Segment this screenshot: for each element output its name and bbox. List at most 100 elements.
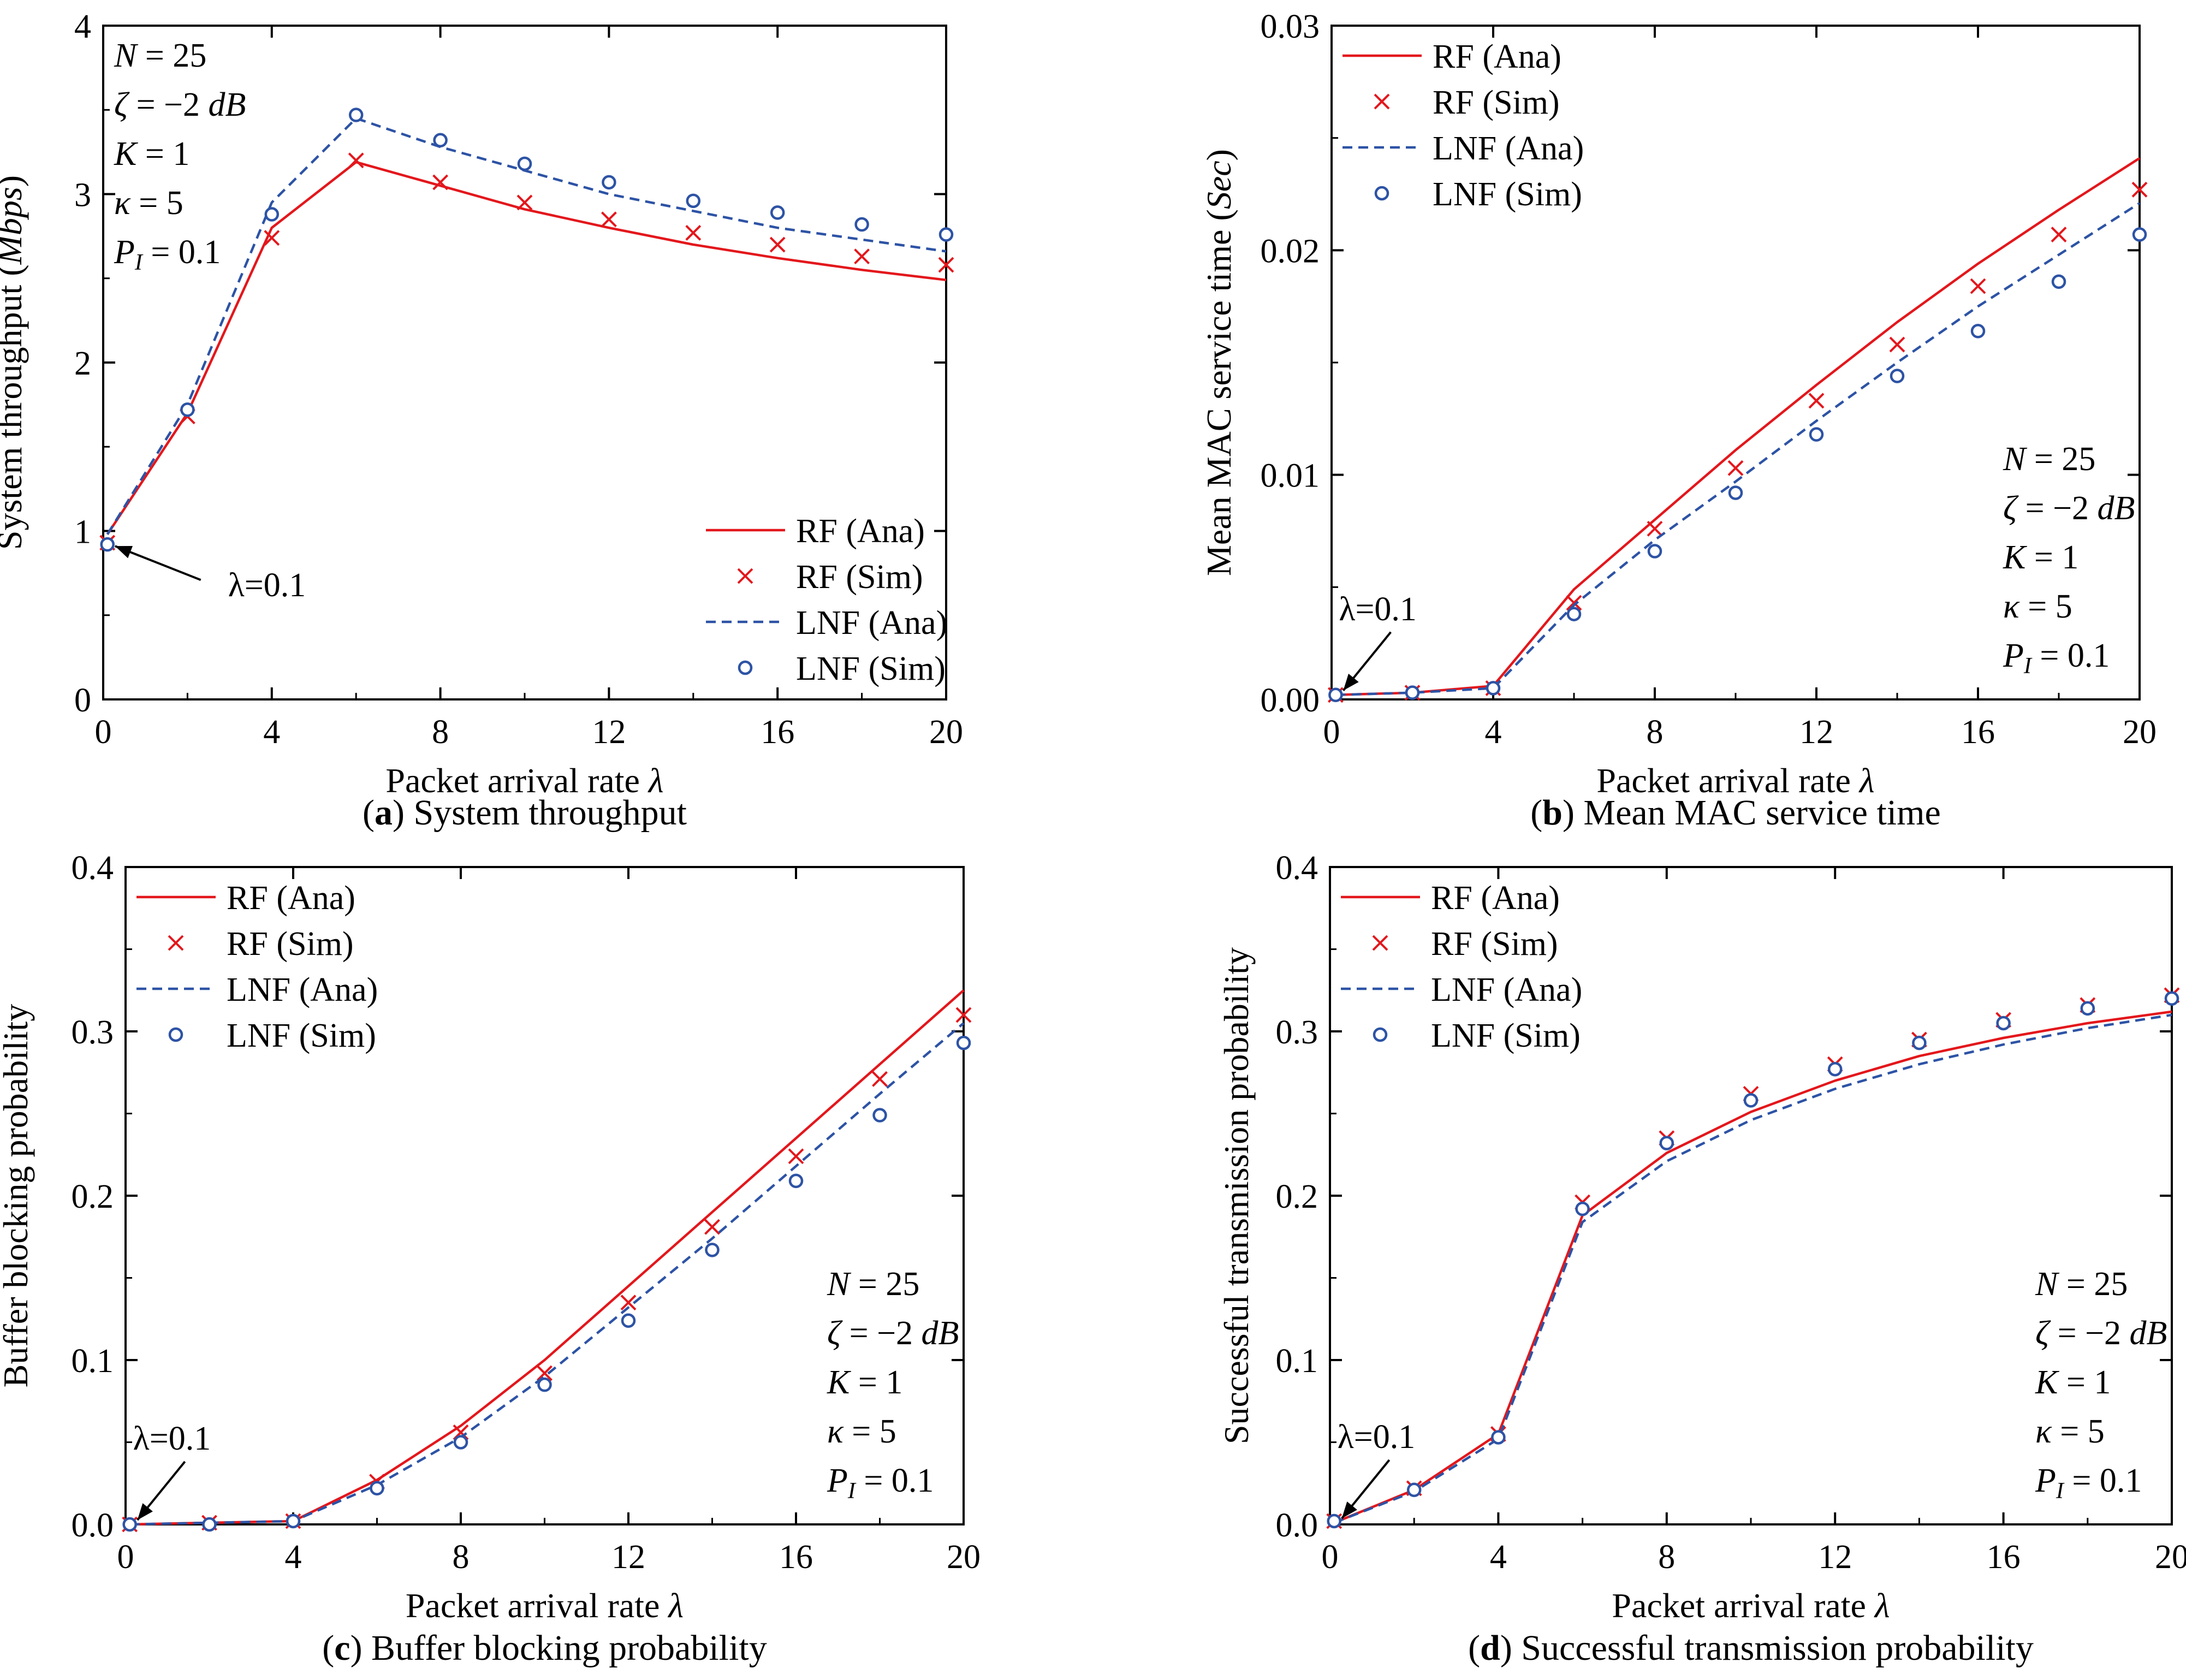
y-tick-label: 0.01 [1261, 458, 1320, 495]
x-tick-label: 16 [779, 1539, 813, 1576]
y-axis-label: Buffer blocking probability [0, 1004, 35, 1388]
y-axis-label: Successful transmission probability [1217, 947, 1256, 1444]
legend: RF (Ana) RF (Sim) LNF (Ana) LNF (Sim) [1343, 38, 1584, 213]
data-point [621, 1313, 636, 1328]
series-lnf-sim [1328, 227, 2147, 703]
arrow-head [137, 1503, 153, 1520]
legend-label: RF (Sim) [227, 925, 354, 963]
legend-marker [738, 660, 753, 675]
x-axis-label: Packet arrival rate λ [385, 761, 663, 800]
legend-label: LNF (Sim) [227, 1017, 376, 1054]
legend-label: RF (Sim) [1433, 84, 1560, 121]
data-point [264, 207, 280, 222]
parameter-block: N = 25 ζ = −2 dB K = 1 κ = 5 PI = 0.1 [114, 37, 246, 275]
legend-label: LNF (Ana) [1431, 971, 1582, 1008]
data-point [1327, 1513, 1341, 1529]
data-point [453, 1435, 468, 1450]
data-point [1486, 681, 1501, 696]
x-tick-label: 0 [1323, 714, 1340, 751]
series-rf-ana [106, 161, 947, 535]
y-tick-label: 0.1 [72, 1343, 114, 1380]
y-tick-label: 2 [74, 345, 91, 382]
y-tick-label: 0 [74, 682, 91, 719]
arrow-annotation: λ=0.1 [133, 1420, 211, 1521]
legend: RF (Ana) RF (Sim) LNF (Ana) LNF (Sim) [136, 880, 378, 1054]
legend-label: RF (Ana) [1431, 880, 1560, 917]
x-axis-label: Packet arrival rate λ [1612, 1586, 1890, 1625]
x-tick-label: 4 [1490, 1539, 1507, 1576]
parameter-text: K = 1 [114, 135, 189, 173]
data-point [1808, 393, 1825, 409]
y-tick-label: 3 [74, 177, 91, 214]
data-point [872, 1108, 887, 1123]
parameter-text: κ = 5 [2003, 588, 2072, 625]
parameter-text: PI = 0.1 [827, 1462, 934, 1504]
data-point [1647, 520, 1663, 537]
legend-label: LNF (Sim) [796, 650, 946, 687]
x-tick-label: 4 [263, 714, 280, 751]
data-point [1659, 1136, 1674, 1150]
data-point [1405, 685, 1420, 700]
data-point [686, 193, 701, 209]
data-point [2080, 1001, 2095, 1016]
y-tick-label: 0.4 [1276, 850, 1318, 887]
parameter-text: ζ = −2 dB [2003, 490, 2135, 527]
x-tick-label: 16 [1961, 714, 1995, 751]
data-point [1809, 427, 1824, 442]
caption: (d) Successful transmission probability [1468, 1628, 2034, 1668]
data-point [601, 211, 617, 228]
x-tick-label: 20 [2123, 714, 2157, 751]
legend-label: LNF (Sim) [1433, 176, 1582, 213]
data-point [537, 1377, 552, 1392]
parameter-text: κ = 5 [827, 1413, 896, 1450]
legend-label: RF (Sim) [796, 559, 923, 596]
y-tick-label: 0.0 [72, 1507, 114, 1544]
y-tick-label: 0.03 [1261, 8, 1320, 45]
y-tick-label: 0.2 [72, 1178, 114, 1215]
y-tick-label: 0.0 [1276, 1507, 1318, 1544]
series-lnf-ana [1333, 1013, 2172, 1524]
parameter-text: PI = 0.1 [2035, 1462, 2142, 1504]
panel-b: 0 4 8 12 16 20 0.00 0.01 0.02 0.03 Packet arrival … [1199, 8, 2157, 833]
legend-marker [1374, 186, 1389, 201]
x-axis-label: Packet arrival rate λ [406, 1586, 684, 1625]
data-point [1890, 369, 1905, 383]
data-point [433, 133, 448, 148]
y-tick-label: 0.1 [1276, 1343, 1318, 1380]
x-tick-label: 20 [929, 714, 963, 751]
parameter-text: N = 25 [827, 1266, 919, 1303]
data-point [872, 1071, 888, 1087]
data-point [956, 1035, 971, 1050]
arrow-label: λ=0.1 [133, 1420, 211, 1457]
x-tick-label: 4 [285, 1539, 302, 1576]
data-point [180, 402, 195, 417]
legend-marker [168, 935, 184, 951]
data-point [1970, 278, 1986, 294]
legend-label: LNF (Ana) [796, 604, 947, 642]
y-axis-label: Mean MAC service time (Sec) [1199, 149, 1238, 576]
x-tick-label: 12 [611, 1539, 645, 1576]
data-point [2164, 991, 2179, 1006]
panel-d: 0 4 8 12 16 20 0.0 0.1 0.2 0.3 0.4 Packet arrival r… [1217, 850, 2186, 1668]
data-point [348, 108, 364, 122]
parameter-text: ζ = −2 dB [827, 1315, 959, 1352]
parameter-text: κ = 5 [2035, 1413, 2105, 1450]
data-point [1491, 1430, 1506, 1445]
legend-marker [1374, 93, 1390, 110]
caption: (b) Mean MAC service time [1530, 793, 1941, 833]
data-point [1970, 324, 1986, 339]
y-tick-label: 1 [74, 514, 91, 551]
data-point [286, 1513, 301, 1529]
x-axis-label: Packet arrival rate λ [1596, 761, 1874, 800]
arrow-annotation: λ=0.1 [1339, 591, 1417, 692]
legend-label: RF (Ana) [227, 880, 355, 917]
y-tick-label: 4 [74, 8, 91, 45]
x-tick-label: 16 [761, 714, 794, 751]
data-point [1727, 460, 1744, 476]
y-tick-label: 0.3 [72, 1014, 114, 1051]
parameter-text: N = 25 [2035, 1266, 2128, 1303]
data-point [1406, 1482, 1422, 1498]
data-point [685, 225, 702, 241]
data-point [788, 1173, 804, 1189]
